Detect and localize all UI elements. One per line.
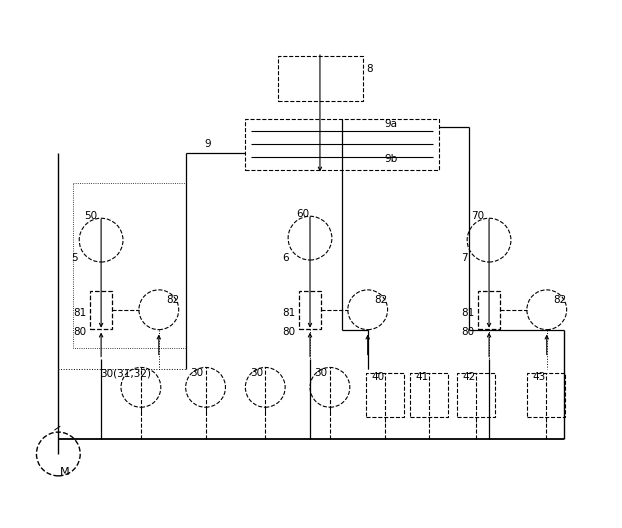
Text: 30: 30 xyxy=(314,369,328,379)
Text: 60: 60 xyxy=(296,209,309,219)
Text: M: M xyxy=(60,467,69,477)
Text: 8: 8 xyxy=(367,64,373,74)
Text: 43: 43 xyxy=(532,372,545,382)
Text: 30: 30 xyxy=(190,369,203,379)
Text: 82: 82 xyxy=(374,295,388,305)
Text: 6: 6 xyxy=(282,253,289,263)
Text: 81: 81 xyxy=(461,308,475,318)
Bar xyxy=(278,56,363,101)
Text: 80: 80 xyxy=(73,327,86,337)
Text: 81: 81 xyxy=(282,308,295,318)
Text: 41: 41 xyxy=(415,372,429,382)
Text: 9: 9 xyxy=(204,139,210,149)
Text: 80: 80 xyxy=(282,327,295,337)
Text: 50: 50 xyxy=(84,211,97,221)
Text: 80: 80 xyxy=(461,327,475,337)
Bar xyxy=(478,291,500,328)
Text: 7: 7 xyxy=(461,253,468,263)
Text: 81: 81 xyxy=(73,308,86,318)
Text: 82: 82 xyxy=(554,295,567,305)
Bar xyxy=(411,373,448,417)
Text: 42: 42 xyxy=(463,372,476,382)
Bar xyxy=(457,373,495,417)
Text: 40: 40 xyxy=(371,372,384,382)
Text: 9a: 9a xyxy=(384,119,397,129)
Text: 9b: 9b xyxy=(384,154,398,164)
Bar xyxy=(245,119,439,171)
Text: 82: 82 xyxy=(166,295,179,305)
Bar xyxy=(366,373,404,417)
Bar xyxy=(299,291,321,328)
Bar xyxy=(90,291,112,328)
Text: 5: 5 xyxy=(72,253,78,263)
Bar xyxy=(527,373,565,417)
Text: 30: 30 xyxy=(249,369,263,379)
Text: 70: 70 xyxy=(471,211,485,221)
Text: 30(31,32): 30(31,32) xyxy=(101,369,152,379)
